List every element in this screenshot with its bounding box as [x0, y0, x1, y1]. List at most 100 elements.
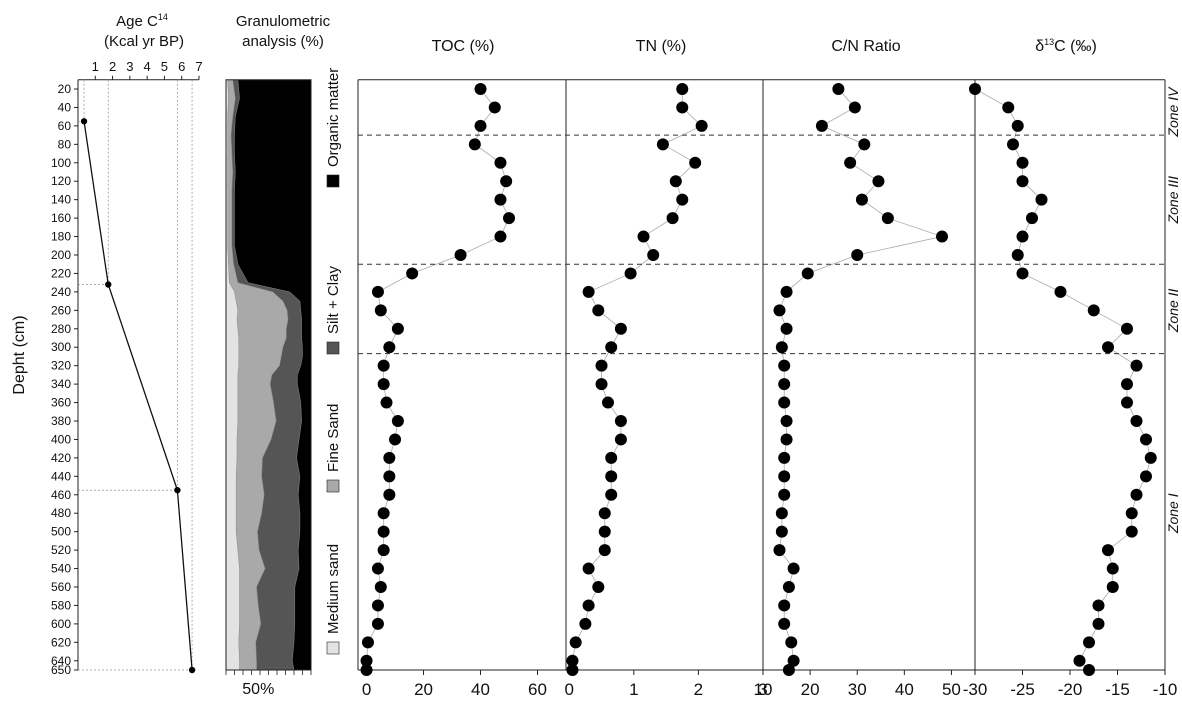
tn-tick-label: 2 [694, 680, 703, 699]
toc-tick-label: 60 [528, 680, 547, 699]
d13c-data-point [1121, 396, 1133, 409]
age-model-point [174, 486, 181, 494]
d13c-data-point [1140, 470, 1152, 483]
d13c-data-point [1026, 212, 1038, 225]
cn-data-point [773, 544, 786, 557]
depth-tick-label: 640 [51, 654, 71, 668]
tn-tick-label: 0 [564, 680, 573, 699]
d13c-data-point [1011, 119, 1024, 132]
cn-data-point [778, 599, 791, 612]
toc-data-point [371, 562, 384, 575]
toc-data-point [371, 599, 384, 612]
gran-title-line2: analysis (%) [242, 33, 324, 50]
toc-data-point [494, 193, 507, 206]
toc-tick-label: 0 [362, 680, 371, 699]
d13c-data-point [1130, 359, 1143, 372]
d13c-tick-label: -15 [1105, 680, 1130, 699]
age-title-unit: (Kcal yr BP) [104, 33, 184, 50]
depth-tick-label: 520 [51, 543, 71, 557]
d13c-data-point [1092, 599, 1105, 612]
age-model-line [83, 121, 193, 671]
depth-axis-label: Depht (cm) [11, 315, 28, 394]
toc-data-point [406, 267, 419, 280]
zone-label: Zone III [1165, 176, 1181, 225]
tn-tick-label: 3 [758, 680, 767, 699]
age-tick-label: 7 [195, 59, 202, 74]
depth-tick-label: 620 [51, 635, 71, 649]
tn-data-point [566, 664, 579, 676]
d13c-data-point [1073, 654, 1086, 667]
cn-tick-label: 10 [754, 680, 773, 699]
d13c-tick-label: -25 [1010, 680, 1035, 699]
toc-data-point [361, 636, 374, 649]
toc-data-point [474, 83, 487, 95]
depth-tick-label: 80 [58, 137, 72, 151]
tn-data-point [582, 599, 595, 612]
cn-data-point [780, 415, 793, 427]
cn-data-point [775, 525, 788, 538]
cn-data-point [778, 378, 791, 391]
depth-tick-label: 120 [51, 174, 71, 188]
toc-data-point [374, 304, 387, 317]
age-title-main: Age C [116, 13, 158, 30]
toc-data-point [391, 415, 404, 427]
toc-data-point [374, 581, 387, 593]
granulometry-legend: Organic matter Silt + Clay Fine Sand Medium… [325, 68, 342, 655]
d13c-data-point [1106, 562, 1119, 575]
zone-labels: Zone IV Zone III Zone II Zone I [1165, 86, 1181, 534]
cn-connector-line [779, 88, 944, 671]
tn-data-point [569, 636, 582, 649]
tn-tick-label: 1 [629, 680, 638, 699]
toc-data-point [360, 654, 373, 667]
toc-data-point [383, 451, 396, 464]
age-model-point [188, 666, 196, 674]
depth-tick-label: 320 [51, 359, 71, 373]
tn-data-point [624, 267, 637, 280]
legend-swatch [326, 174, 340, 188]
tn-data-point [595, 359, 608, 372]
depth-tick-label: 240 [51, 285, 71, 299]
d13c-data-point [1016, 156, 1029, 169]
depth-tick-label: 540 [51, 562, 71, 576]
zone-label: Zone II [1165, 288, 1181, 333]
depth-tick-label: 60 [58, 119, 72, 133]
toc-data-point [494, 156, 507, 169]
cn-data-point [815, 119, 828, 132]
depth-tick-label: 300 [51, 340, 71, 354]
cn-data-point [785, 636, 798, 649]
depth-tick-label: 40 [58, 100, 72, 114]
depth-tick-label: 500 [51, 525, 71, 539]
tn-data-point [605, 470, 618, 483]
legend-swatch [326, 641, 340, 655]
toc-data-point [360, 664, 373, 676]
cn-data-point [787, 654, 800, 667]
depth-tick-label: 340 [51, 377, 71, 391]
depth-tick-label: 460 [51, 488, 71, 502]
cn-title: C/N Ratio [831, 38, 900, 55]
toc-data-point [468, 138, 481, 151]
cn-data-point [778, 451, 791, 464]
toc-data-point [391, 322, 404, 335]
tn-data-point [676, 193, 689, 206]
d13c-data-point [1102, 341, 1114, 354]
cn-data-point [780, 322, 793, 335]
tn-data-point [647, 249, 660, 261]
cn-data-point [775, 341, 788, 354]
age-tick-label: 6 [178, 59, 185, 74]
d13c-data-point [1125, 507, 1138, 520]
toc-data-point [494, 230, 507, 243]
cn-data-point [787, 562, 800, 575]
age-panel: 1 2 3 4 5 6 7 20 40 60 80 100 120 140 160 180 200 220 240 2… [51, 59, 203, 677]
d13c-data-point [1140, 433, 1152, 446]
depth-tick-label: 560 [51, 580, 71, 594]
age-tick-label: 4 [144, 59, 151, 74]
d13c-data-point [1144, 451, 1157, 464]
tn-data-point [605, 488, 618, 501]
cn-data-point [936, 230, 949, 243]
tn-data-point [592, 304, 605, 317]
d13c-data-point [1007, 138, 1019, 151]
tn-data-point [598, 507, 611, 520]
depth-tick-label: 100 [51, 156, 71, 170]
tn-connector-line [572, 89, 703, 670]
